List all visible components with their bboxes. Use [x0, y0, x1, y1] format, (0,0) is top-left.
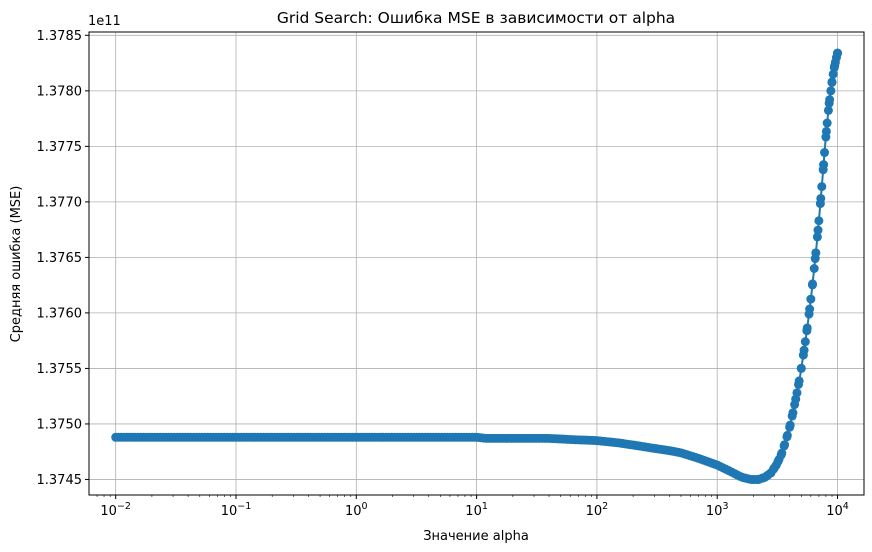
- y-tick-label: 1.3780: [37, 84, 83, 99]
- data-point: [823, 105, 833, 115]
- y-axis-label: Средняя ошибка (MSE): [9, 186, 24, 343]
- data-point: [811, 248, 821, 258]
- data-point: [776, 450, 786, 460]
- data-point: [798, 350, 808, 360]
- y-tick-label: 1.3755: [37, 362, 83, 377]
- chart-title: Grid Search: Ошибка MSE в зависимости от…: [277, 9, 675, 27]
- data-point: [821, 132, 831, 142]
- x-tick-label: 104: [826, 501, 849, 519]
- data-point: [825, 95, 835, 105]
- y-tick-label: 1.3770: [37, 195, 83, 210]
- data-point: [790, 400, 800, 410]
- y-axis-ticks: 1.3745 1.3750 1.3755 1.3760 1.3765 1.3770 1.37…: [37, 29, 89, 488]
- data-point: [802, 323, 812, 333]
- data-point: [828, 69, 838, 79]
- x-tick-label: 10−1: [221, 501, 252, 519]
- data-point: [826, 86, 836, 96]
- y-tick-label: 1.3760: [37, 306, 83, 321]
- y-tick-label: 1.3750: [37, 417, 83, 432]
- data-point: [794, 376, 804, 386]
- data-point: [785, 422, 795, 432]
- data-point: [818, 165, 828, 175]
- x-axis-ticks: 10−2 10−1 100 101 102 103 104: [96, 495, 849, 519]
- y-offset-text: 1e11: [88, 14, 121, 29]
- data-point: [827, 77, 837, 87]
- x-tick-label: 103: [706, 501, 729, 519]
- data-point: [809, 263, 819, 273]
- grid-lines: [89, 32, 864, 495]
- data-point: [815, 199, 825, 209]
- data-point: [792, 388, 802, 398]
- data-point: [833, 48, 843, 58]
- data-point: [820, 148, 830, 158]
- data-point: [804, 309, 814, 319]
- y-tick-label: 1.3775: [37, 140, 83, 155]
- data-point: [782, 432, 792, 442]
- data-point: [787, 411, 797, 421]
- x-tick-label: 100: [345, 501, 368, 519]
- data-point: [779, 441, 789, 451]
- data-point: [800, 337, 810, 347]
- data-point: [822, 118, 832, 128]
- data-point: [817, 182, 827, 192]
- data-point: [808, 279, 818, 289]
- data-point: [806, 294, 816, 304]
- y-tick-label: 1.3765: [37, 251, 83, 266]
- x-tick-label: 101: [465, 501, 488, 519]
- data-point: [813, 225, 823, 235]
- x-tick-label: 10−2: [100, 501, 131, 519]
- y-tick-label: 1.3745: [37, 473, 83, 488]
- x-axis-label: Значение alpha: [423, 529, 529, 544]
- data-point: [796, 363, 806, 373]
- x-tick-label: 102: [586, 501, 609, 519]
- data-points: [111, 48, 843, 484]
- y-tick-label: 1.3785: [37, 29, 83, 44]
- data-point: [814, 216, 824, 226]
- data-point: [812, 232, 822, 242]
